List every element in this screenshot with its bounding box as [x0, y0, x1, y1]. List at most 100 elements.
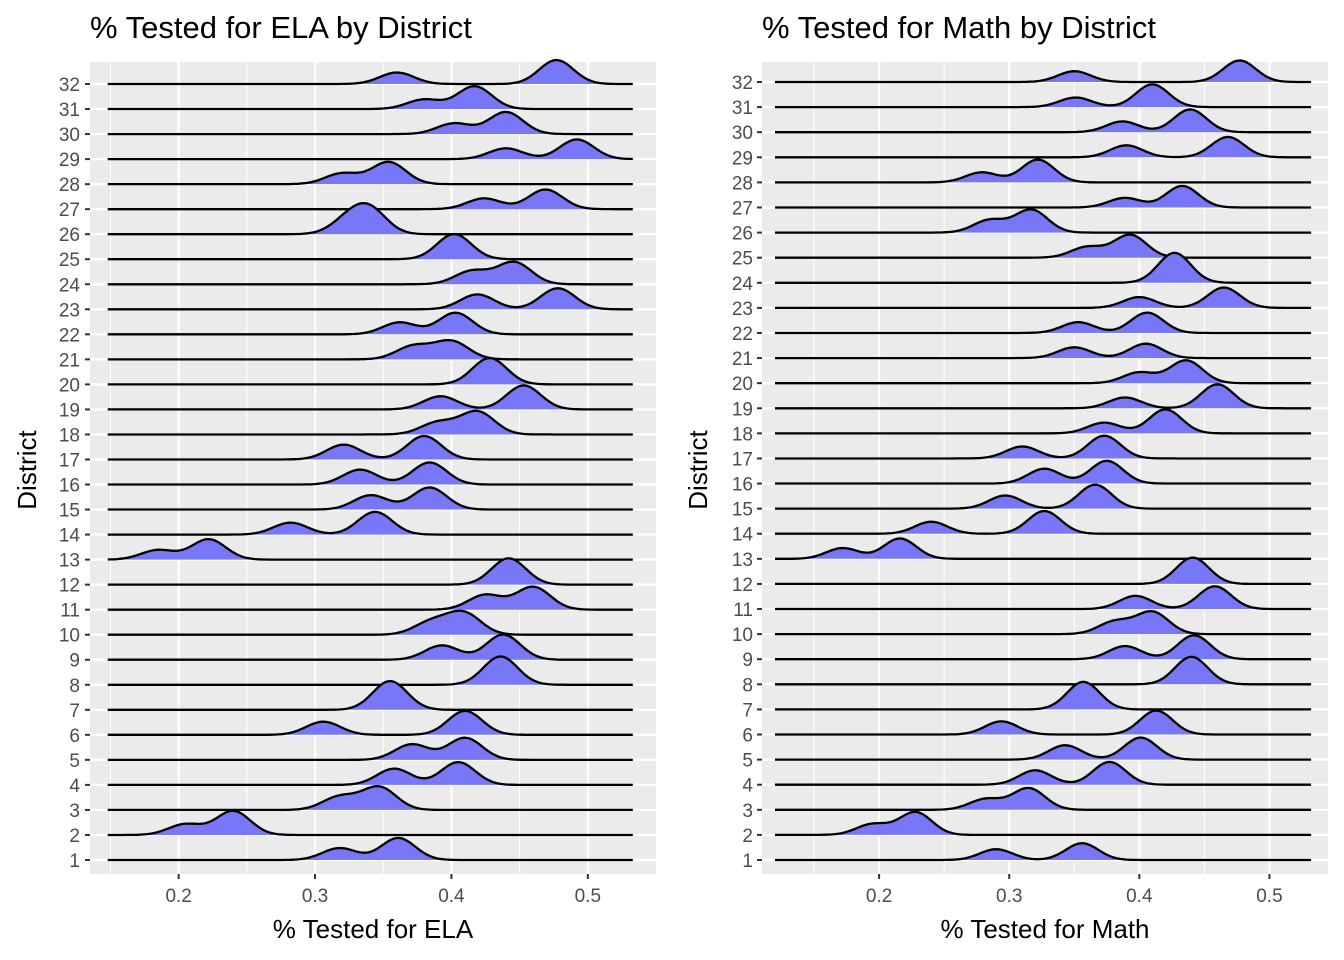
math-ridge-line-district-25 — [775, 233, 1312, 259]
ela-y-tick-label: 28 — [59, 175, 80, 196]
math-ridge-fill-district-26 — [775, 209, 1312, 233]
ela-ridge-line-district-17 — [107, 434, 633, 461]
math-ridge-line-district-27 — [775, 184, 1312, 209]
ela-ridge-fill-district-29 — [107, 139, 633, 160]
math-ridge-fill-district-16 — [775, 460, 1312, 484]
math-ridge-fill-district-14 — [775, 511, 1312, 534]
ela-ridge-fill-district-8 — [107, 656, 633, 685]
ela-x-tick-label: 0.5 — [575, 886, 601, 907]
ela-ridge-fill-district-26 — [107, 203, 633, 235]
ela-y-tick-label: 32 — [59, 75, 80, 96]
math-ridge-line-district-2 — [775, 810, 1312, 837]
ela-ridge-line-district-26 — [107, 201, 633, 236]
ela-y-tick-label: 25 — [59, 250, 80, 271]
ela-ridge-line-district-15 — [107, 486, 633, 511]
ela-y-tick-label: 14 — [59, 526, 81, 547]
ela-ridge-line-district-28 — [107, 160, 633, 186]
math-ridge-line-district-24 — [775, 251, 1312, 284]
math-ridge-fill-district-24 — [775, 252, 1312, 283]
math-y-tick-label: 32 — [732, 73, 753, 94]
math-ridge-line-district-19 — [775, 383, 1312, 410]
ela-ridge-fill-district-13 — [107, 539, 633, 560]
math-y-tick-label: 15 — [732, 500, 753, 521]
math-ridge-fill-district-32 — [775, 60, 1312, 82]
ela-ridge-line-district-4 — [107, 760, 633, 787]
ela-ridge-line-district-1 — [107, 836, 633, 862]
ela-x-axis-title: % Tested for ELA — [273, 914, 474, 944]
ela-y-tick-label: 18 — [59, 425, 80, 446]
ela-y-tick-label: 16 — [59, 476, 80, 497]
ela-y-tick-label: 19 — [59, 400, 80, 421]
math-ridge-line-district-9 — [775, 634, 1312, 661]
math-ridge-line-district-31 — [775, 83, 1312, 109]
ela-ridge-fill-district-16 — [107, 462, 633, 485]
ela-y-tick-label: 26 — [59, 225, 80, 246]
math-y-tick-label: 4 — [742, 776, 753, 797]
ela-y-tick-label: 13 — [59, 551, 80, 572]
math-ridge-line-district-3 — [775, 786, 1312, 811]
math-ridge-line-district-8 — [775, 655, 1312, 686]
math-ridge-line-district-20 — [775, 359, 1312, 385]
ela-ridge-line-district-16 — [107, 461, 633, 486]
ela-y-tick-label: 22 — [59, 325, 80, 346]
ela-x-tick-label: 0.4 — [438, 886, 465, 907]
ela-y-tick-label: 3 — [69, 801, 80, 822]
math-ridge-fill-district-27 — [775, 186, 1312, 208]
math-ridge-fill-district-2 — [775, 811, 1312, 835]
ela-ridge-line-district-25 — [107, 232, 633, 261]
ela-ridge-fill-district-27 — [107, 189, 633, 210]
math-y-tick-label: 13 — [732, 550, 753, 571]
ela-ridgeline-panel: 1234567891011121314151617181920212223242… — [12, 10, 656, 944]
math-y-tick-label: 18 — [732, 424, 753, 445]
math-y-tick-label: 23 — [732, 299, 753, 320]
math-ridge-line-district-13 — [775, 537, 1312, 560]
ela-x-tick-label: 0.3 — [302, 886, 328, 907]
math-y-tick-label: 27 — [732, 198, 753, 219]
math-ridge-line-district-12 — [775, 556, 1312, 586]
math-ridge-line-district-14 — [775, 509, 1312, 535]
ela-ridge-fill-district-15 — [107, 487, 633, 510]
ela-y-tick-label: 30 — [59, 125, 80, 146]
math-y-tick-label: 26 — [732, 224, 753, 245]
math-y-tick-label: 5 — [742, 751, 753, 772]
math-ridge-fill-district-12 — [775, 557, 1312, 584]
math-ridge-line-district-17 — [775, 434, 1312, 460]
ela-ridge-line-district-23 — [107, 287, 633, 311]
ela-ridge-fill-district-19 — [107, 385, 633, 410]
math-ridge-line-district-10 — [775, 609, 1312, 636]
math-y-tick-label: 16 — [732, 475, 753, 496]
ela-ridge-fill-district-32 — [107, 60, 633, 84]
math-ridge-fill-district-6 — [775, 710, 1312, 735]
math-y-tick-label: 22 — [732, 324, 753, 345]
math-x-tick-label: 0.2 — [866, 886, 892, 907]
math-x-tick-label: 0.3 — [996, 886, 1022, 907]
ela-y-tick-label: 12 — [59, 576, 80, 597]
math-x-tick-label: 0.5 — [1256, 886, 1282, 907]
math-y-tick-label: 6 — [742, 726, 753, 747]
math-ridge-line-district-30 — [775, 108, 1312, 134]
math-ridge-line-district-18 — [775, 408, 1312, 435]
math-y-tick-label: 12 — [732, 575, 753, 596]
ela-y-tick-label: 9 — [69, 651, 80, 672]
math-ridge-line-district-6 — [775, 709, 1312, 736]
math-ridge-line-district-1 — [775, 842, 1312, 862]
math-y-tick-label: 30 — [732, 123, 753, 144]
math-ridge-fill-district-31 — [775, 84, 1312, 108]
ela-ridge-line-district-6 — [107, 709, 633, 736]
ela-x-tick-label: 0.2 — [165, 886, 191, 907]
ela-ridge-line-district-7 — [107, 679, 633, 711]
math-ridge-line-district-7 — [775, 680, 1312, 711]
math-ridge-fill-district-29 — [775, 136, 1312, 158]
math-y-tick-label: 3 — [742, 801, 753, 822]
math-ridge-fill-district-19 — [775, 384, 1312, 409]
ela-ridge-line-district-13 — [107, 537, 633, 561]
math-y-tick-label: 2 — [742, 826, 753, 847]
math-y-tick-label: 31 — [732, 98, 753, 119]
math-ridge-line-district-11 — [775, 585, 1312, 611]
math-ridge-fill-district-13 — [775, 538, 1312, 559]
math-ridge-line-district-23 — [775, 286, 1312, 310]
math-y-tick-label: 14 — [732, 525, 754, 546]
ela-ridge-fill-district-4 — [107, 762, 633, 785]
ela-y-tick-label: 15 — [59, 501, 80, 522]
